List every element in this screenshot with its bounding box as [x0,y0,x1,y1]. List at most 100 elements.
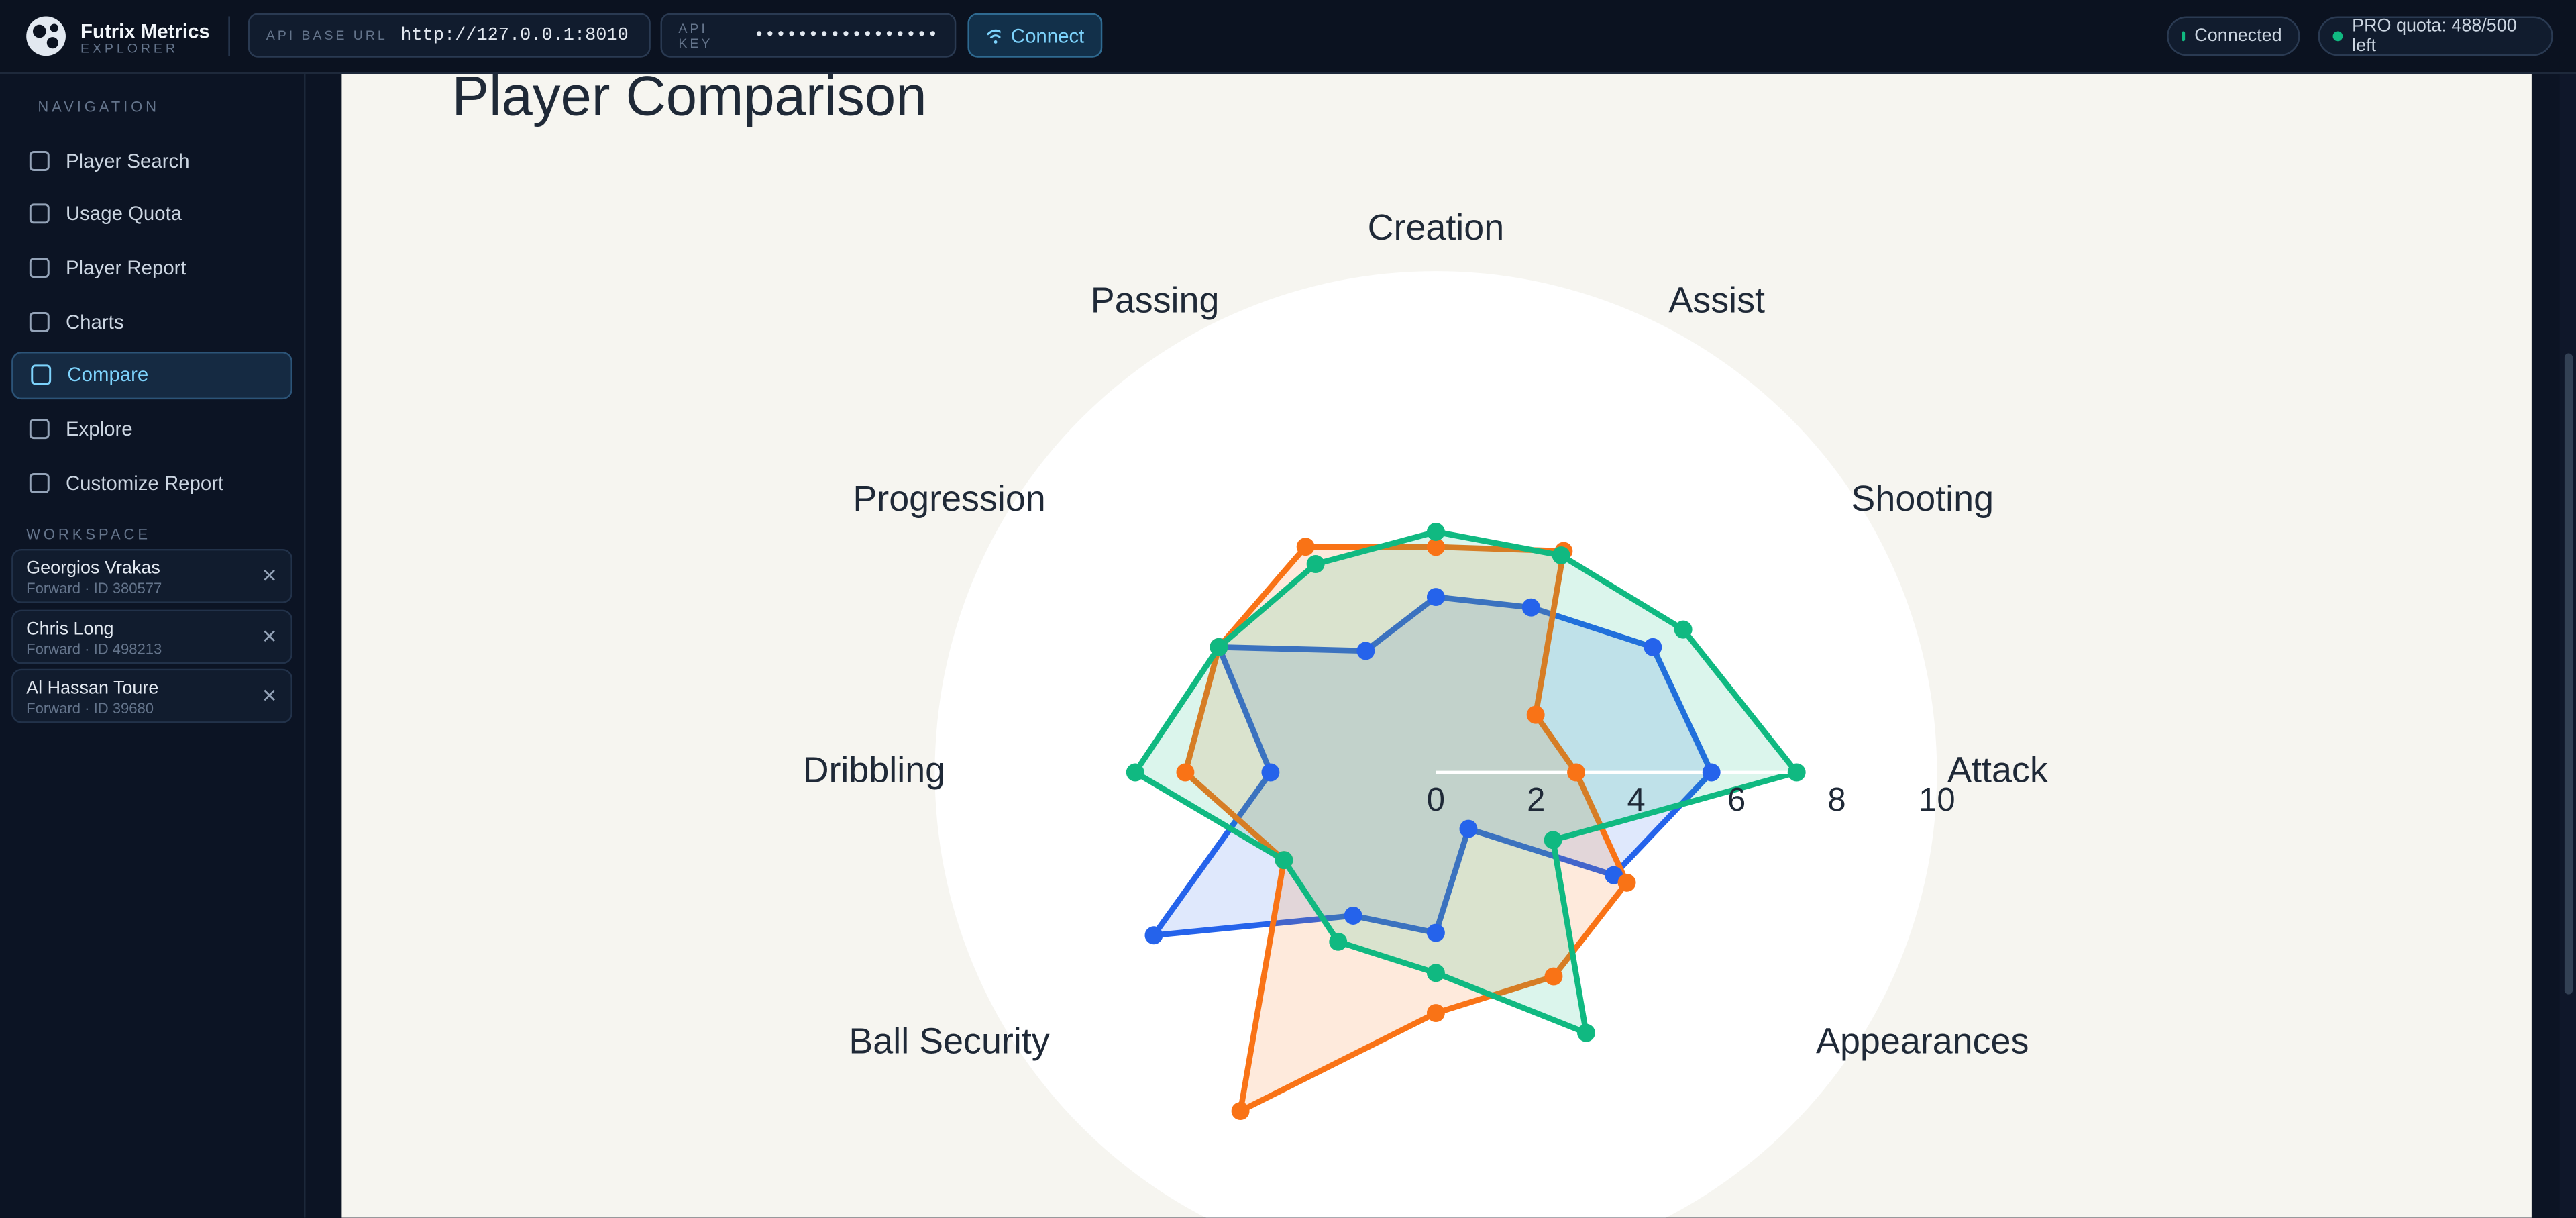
radar-point [1426,538,1445,556]
close-icon [264,690,275,702]
nav-item[interactable]: Usage Quota [11,190,292,238]
nav-icon [31,365,52,386]
nav-label: Usage Quota [65,202,182,225]
divider [228,16,230,56]
radar-point [1426,588,1445,607]
field-value: ••••••••••••••••• [753,25,938,46]
radar-point [1521,598,1540,617]
player-name: Al Hassan Toure [26,679,159,699]
nav-icon [29,311,50,332]
nav-item[interactable]: Explore [11,405,292,453]
nav-label: Compare [67,363,149,387]
nav-label: Player Search [65,148,190,172]
radar-point [1577,1023,1595,1042]
nav-label: Player Report [65,256,186,280]
radial-tick-label: 8 [1827,782,1845,818]
brand-sub: EXPLORER [80,41,178,56]
radial-tick-label: 10 [1919,782,1955,818]
nav-item[interactable]: Player Search [11,136,292,184]
radar-point [1306,555,1325,573]
category-label: Assist [1668,280,1765,320]
logo [26,16,66,56]
category-label: Dribbling [803,750,946,790]
scrollbar-thumb[interactable] [2564,353,2573,995]
nav-item[interactable]: Charts [11,297,292,345]
radar-point [1144,926,1163,945]
radar-point [1210,638,1228,656]
field-value: http://127.0.0.1:8010 [400,25,629,46]
radar-point [1787,763,1806,782]
player-name: Chris Long [26,619,114,639]
remove-button[interactable] [263,564,276,587]
close-icon [264,569,275,581]
radar-point [1544,967,1563,986]
nav-item[interactable]: Player Report [11,244,292,291]
quota-text: PRO quota: 488/500 left [2352,16,2517,56]
nav-label: Customize Report [65,471,224,495]
api-url-field[interactable]: API BASE URL http://127.0.0.1:8010 [248,13,651,58]
quota-pill: PRO quota: 488/500 left [2318,16,2553,56]
category-label: Appearances [1816,1021,2029,1061]
radar-point [1567,763,1586,782]
category-label: Creation [1368,207,1505,248]
radar-point [1231,1102,1250,1121]
radial-tick-label: 6 [1727,782,1746,818]
radar-point [1344,907,1362,925]
nav-icon [29,150,50,170]
nav-icon [29,419,50,440]
radar-point [1526,705,1545,724]
radar-point [1552,546,1570,565]
radar-point [1544,831,1562,850]
remove-button[interactable] [263,624,276,647]
nav-label: Explore [65,417,133,441]
api-key-field[interactable]: API KEY ••••••••••••••••• [660,13,957,58]
status-pill: Connected [2167,16,2300,56]
connect-button[interactable]: Connect [967,13,1103,58]
player-meta: Forward · ID 39680 [26,701,154,717]
nav-item[interactable]: Compare [11,351,292,399]
nav-icon [29,472,50,493]
category-label: Shooting [1851,478,1994,519]
close-icon [264,629,275,642]
field-label: API KEY [678,20,713,50]
section-title: NAVIGATION [38,98,160,115]
field-label: API BASE URL [266,28,388,43]
radar-point [1126,763,1144,782]
category-label: Progression [853,478,1045,519]
brand: Futrix Metrics [80,19,210,43]
radar-point [1426,523,1445,541]
workspace-card[interactable]: Al Hassan Toure Forward · ID 39680 [11,669,292,724]
radar-point [1275,851,1293,870]
polar-background [934,271,1937,1218]
remove-button[interactable] [263,684,276,707]
radial-tick-label: 4 [1627,782,1646,818]
category-label: Ball Security [849,1021,1049,1061]
player-meta: Forward · ID 498213 [26,640,162,657]
radar-point [1426,1004,1445,1023]
radar-point [1296,538,1315,556]
radar-point [1617,873,1636,892]
workspace-card[interactable]: Chris Long Forward · ID 498213 [11,609,292,664]
radar-point [1459,819,1478,838]
player-name: Georgios Vrakas [26,558,160,579]
header: Futrix Metrics EXPLORER API BASE URL htt… [0,0,2576,74]
radar-point [1261,763,1280,782]
radial-tick-label: 2 [1527,782,1545,818]
status-text: Connected [2194,26,2282,46]
sidebar: NAVIGATION WORKSPACE Player Search Usage … [0,74,306,1218]
nav-icon [29,257,50,278]
radar-point [1644,638,1662,656]
radial-tick-label: 0 [1427,782,1445,818]
workspace-card[interactable]: Georgios Vrakas Forward · ID 380577 [11,548,292,603]
wifi-icon [986,28,1002,43]
player-meta: Forward · ID 380577 [26,580,162,597]
radar-point [1356,642,1375,660]
radar-point [1426,923,1445,942]
nav-item[interactable]: Customize Report [11,459,292,507]
nav-icon [29,203,50,224]
radar-point [1702,763,1721,782]
radar-point [1176,763,1195,782]
category-label: Attack [1947,750,2049,790]
